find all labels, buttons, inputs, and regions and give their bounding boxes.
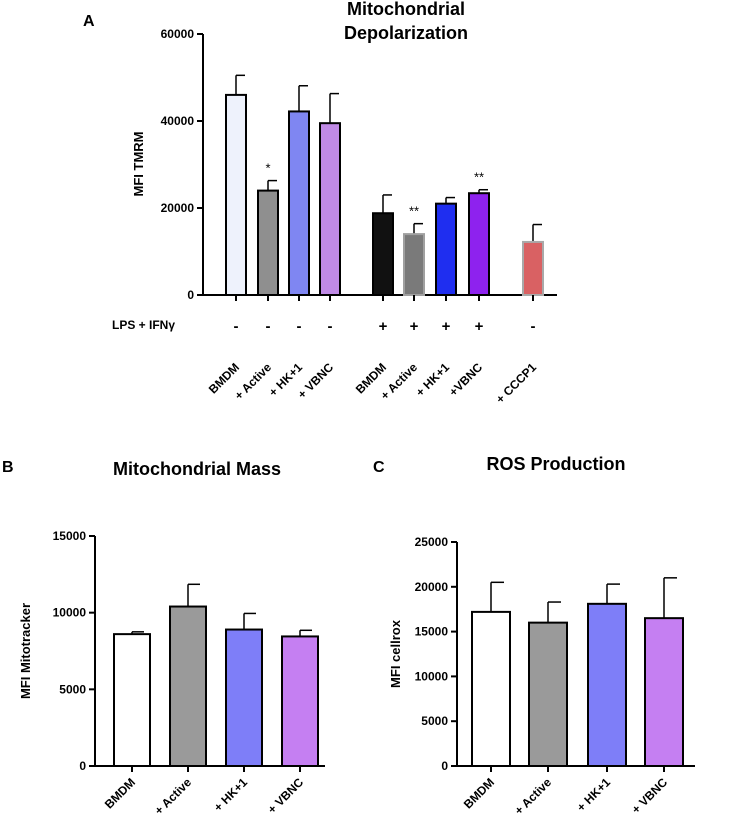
condition-sign: + [410,318,419,335]
bar-9 [522,240,544,296]
bar-4 [644,617,684,767]
x-tick-label: + Active [152,775,195,818]
panel-a-title-line1: Mitochondrial [347,0,465,19]
x-tick-label: BMDM [102,775,138,811]
bar-2 [528,621,568,768]
y-tick-label: 60000 [161,27,195,41]
bar-6 [403,233,425,297]
y-tick-label: 0 [441,759,448,773]
y-tick-label: 10000 [415,669,449,683]
panel-c-ylabel: MFI cellrox [388,619,403,688]
x-tick-label: + Active [512,775,555,818]
significance-marker: ** [474,170,484,185]
condition-sign: - [266,318,271,335]
bar-8 [468,192,490,297]
y-tick-label: 15000 [415,625,449,639]
bar-1 [113,633,151,768]
x-tick-label: +VBNC [446,360,485,399]
y-tick-label: 25000 [415,535,449,549]
x-tick-label: + VBNC [265,775,306,816]
condition-sign: - [297,318,302,335]
condition-sign: + [475,318,484,335]
condition-sign: - [234,318,239,335]
y-tick-label: 40000 [161,114,195,128]
panel-c-chart: 0 5000 10000 15000 20000 25000 BMDM + Active + H… [415,535,695,818]
y-tick-label: 5000 [59,682,86,696]
bar-4 [281,635,319,768]
bar-3 [225,628,263,767]
y-tick-label: 20000 [415,580,449,594]
significance-marker: * [265,161,270,176]
bar-4 [319,122,341,296]
x-tick-label: + HK+1 [211,775,250,814]
condition-sign: - [531,318,536,335]
panel-c-title: ROS Production [487,454,626,474]
panel-letter-a: A [83,13,95,30]
bar-5 [372,212,394,296]
x-tick-label: + HK+1 [413,360,452,399]
bar-1 [225,93,247,297]
y-tick-label: 20000 [161,201,195,215]
y-tick-label: 0 [79,759,86,773]
bar-2 [257,189,279,297]
x-tick-label: BMDM [461,775,497,811]
panel-b-ylabel: MFI Mitotracker [18,603,33,699]
x-tick-label: + CCCP1 [493,360,539,406]
y-tick-label: 10000 [53,606,87,620]
y-tick-label: 0 [187,288,194,302]
bar-2 [169,605,207,767]
condition-sign: + [379,318,388,335]
panel-a-ylabel: MFI TMRM [131,132,146,197]
panel-letter-b: B [2,459,14,476]
panel-b-chart: 0 5000 10000 15000 BMDM + Active + HK+1 + VBNC [53,529,325,818]
bar-3 [587,602,627,767]
x-tick-label: + VBNC [629,775,670,816]
x-tick-label: + HK+1 [574,775,613,814]
panel-letter-c: C [373,459,385,476]
panel-a-title-line2: Depolarization [344,23,468,43]
panel-b-title: Mitochondrial Mass [113,459,281,479]
condition-sign: - [328,318,333,335]
bar-1 [471,610,511,767]
bar-3 [288,110,310,297]
condition-label: LPS + IFNγ [112,318,175,332]
condition-sign: + [442,318,451,335]
y-tick-label: 15000 [53,529,87,543]
bar-7 [435,202,457,296]
significance-marker: ** [409,204,419,219]
y-tick-label: 5000 [421,714,448,728]
